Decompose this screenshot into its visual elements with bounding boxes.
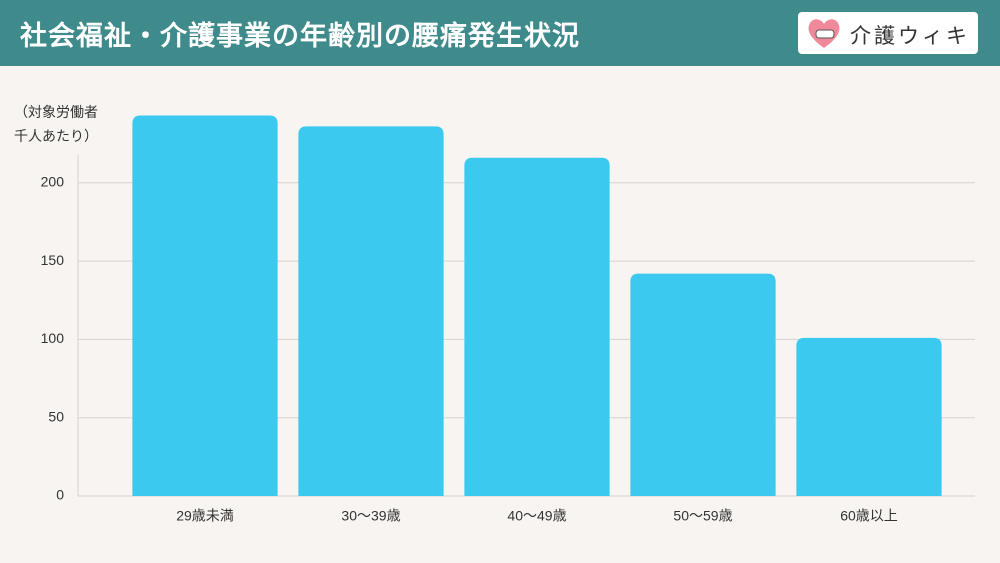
y-tick-label: 50 bbox=[48, 408, 64, 424]
x-tick-label: 30〜39歳 bbox=[341, 508, 400, 524]
logo-icon bbox=[808, 19, 840, 48]
x-tick-label: 29歳未満 bbox=[176, 508, 234, 524]
chart-title: 社会福祉・介護事業の年齢別の腰痛発生状況 bbox=[20, 21, 580, 51]
y-axis-label: （対象労働者 千人あたり） bbox=[14, 104, 98, 144]
y-tick-label: 0 bbox=[56, 487, 64, 503]
bar bbox=[796, 337, 942, 496]
brand-name: 介護ウィキ bbox=[850, 25, 970, 48]
bar bbox=[464, 157, 610, 496]
x-tick-label: 40〜49歳 bbox=[507, 508, 566, 524]
x-tick-label: 60歳以上 bbox=[840, 508, 898, 524]
y-tick-label: 200 bbox=[41, 174, 65, 190]
bar bbox=[630, 273, 776, 496]
brand-logo: 介護ウィキ bbox=[798, 12, 978, 54]
x-tick-label: 50〜59歳 bbox=[673, 508, 732, 524]
header-bar: 社会福祉・介護事業の年齢別の腰痛発生状況 介護ウィキ bbox=[0, 0, 1000, 66]
y-tick-label: 150 bbox=[41, 252, 65, 268]
bar bbox=[132, 115, 278, 496]
bar bbox=[298, 126, 444, 496]
y-tick-label: 100 bbox=[41, 330, 65, 346]
